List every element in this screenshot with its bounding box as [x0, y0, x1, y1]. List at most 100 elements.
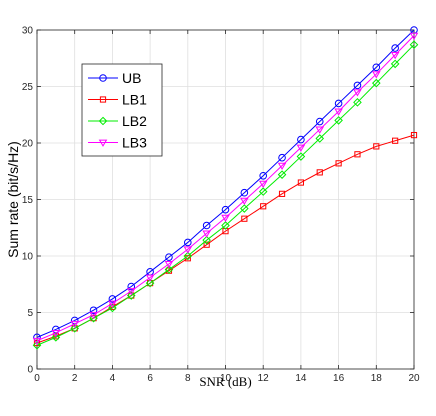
y-axis-title: Sum rate (bit/s/Hz) [5, 141, 21, 258]
data-point-circle [353, 81, 362, 90]
x-tick-label: 12 [258, 373, 270, 384]
data-point-diamond [108, 303, 117, 313]
data-point-diamond [353, 98, 362, 107]
x-tick-label: 14 [295, 373, 307, 384]
data-point-triangle [108, 300, 117, 308]
x-tick-label: 20 [408, 373, 420, 384]
data-point-triangle [202, 230, 211, 238]
data-point-triangle [221, 214, 230, 222]
x-tick-label: 16 [333, 373, 345, 384]
data-point-triangle [183, 246, 193, 254]
data-point-square [99, 96, 107, 103]
data-point-diamond [390, 59, 400, 69]
data-point-square [335, 160, 342, 167]
data-point-square [71, 325, 78, 332]
data-point-triangle [258, 180, 268, 189]
data-point-triangle [372, 71, 381, 79]
data-point-triangle [32, 337, 42, 346]
data-point-triangle [126, 288, 136, 296]
data-point-circle [202, 221, 211, 230]
data-point-diamond [409, 40, 419, 49]
data-point-square [392, 137, 399, 144]
data-point-diamond [371, 78, 381, 88]
data-point-circle [278, 153, 286, 162]
y-tick-label: 5 [27, 308, 33, 319]
data-point-circle [99, 74, 107, 82]
series-lb2 [32, 40, 419, 350]
data-point-square [260, 203, 267, 210]
data-point-triangle [89, 311, 98, 320]
data-point-circle [108, 295, 117, 303]
data-point-square [373, 143, 380, 150]
data-point-triangle [315, 126, 325, 134]
data-point-circle [372, 63, 381, 72]
data-point-circle [184, 238, 192, 247]
data-point-triangle [296, 144, 306, 152]
x-tick-label: 0 [34, 373, 40, 384]
data-point-diamond [98, 116, 108, 126]
data-point-triangle [164, 261, 174, 269]
data-point-diamond [164, 265, 174, 274]
data-point-circle [89, 306, 98, 315]
data-point-triangle [353, 89, 362, 97]
series-line-lb2 [36, 44, 415, 346]
data-point-triangle [409, 32, 419, 41]
data-point-square [354, 151, 361, 158]
data-point-triangle [51, 329, 61, 338]
legend-label: LB2 [122, 113, 147, 129]
data-point-triangle [390, 51, 400, 60]
data-point-circle [221, 205, 230, 214]
data-point-diamond [221, 221, 230, 230]
data-point-square [278, 190, 286, 197]
data-point-diamond [202, 235, 211, 245]
series-lb3 [32, 32, 419, 346]
series-line-lb3 [36, 35, 415, 342]
data-point-diamond [240, 204, 249, 213]
data-point-square [128, 292, 135, 299]
series-line-ub [36, 29, 415, 338]
legend-label: LB1 [122, 92, 147, 108]
data-point-diamond [32, 340, 42, 350]
data-point-diamond [145, 278, 155, 288]
x-tick-label: 4 [110, 373, 116, 384]
y-tick-label: 20 [22, 139, 34, 150]
data-point-circle [391, 44, 399, 52]
x-tick-label: 8 [185, 373, 191, 384]
data-point-triangle [277, 162, 287, 170]
data-point-diamond [183, 251, 193, 261]
x-tick-label: 6 [147, 373, 153, 384]
data-point-diamond [51, 333, 61, 342]
data-point-diamond [258, 187, 268, 196]
x-tick-label: 18 [371, 373, 383, 384]
legend-entry-ub: UB [88, 70, 141, 86]
legend-entry-lb1: LB1 [88, 92, 147, 108]
data-point-square [90, 315, 97, 322]
data-point-triangle [145, 274, 155, 282]
y-tick-label: 0 [27, 365, 33, 376]
series-ub [33, 26, 418, 342]
data-point-square [203, 241, 210, 248]
data-point-diamond [126, 291, 136, 300]
data-point-circle [315, 117, 324, 126]
x-tick-label: 2 [72, 373, 78, 384]
data-point-triangle [334, 108, 343, 116]
data-point-diamond [296, 152, 306, 161]
data-point-circle [297, 135, 305, 144]
y-tick-label: 30 [22, 26, 34, 37]
data-point-square [241, 215, 248, 222]
data-point-square [297, 179, 304, 186]
data-point-triangle [70, 320, 79, 329]
legend-box [81, 63, 163, 157]
x-tick-label: 10 [220, 373, 232, 384]
x-axis-title: SNR (dB) [199, 374, 251, 389]
data-point-circle [334, 99, 343, 108]
data-point-diamond [89, 313, 98, 323]
series-lines [32, 26, 419, 350]
y-tick-label: 25 [22, 82, 34, 93]
data-point-triangle [98, 139, 108, 147]
data-point-diamond [277, 170, 287, 179]
legend-entry-lb2: LB2 [88, 113, 147, 129]
